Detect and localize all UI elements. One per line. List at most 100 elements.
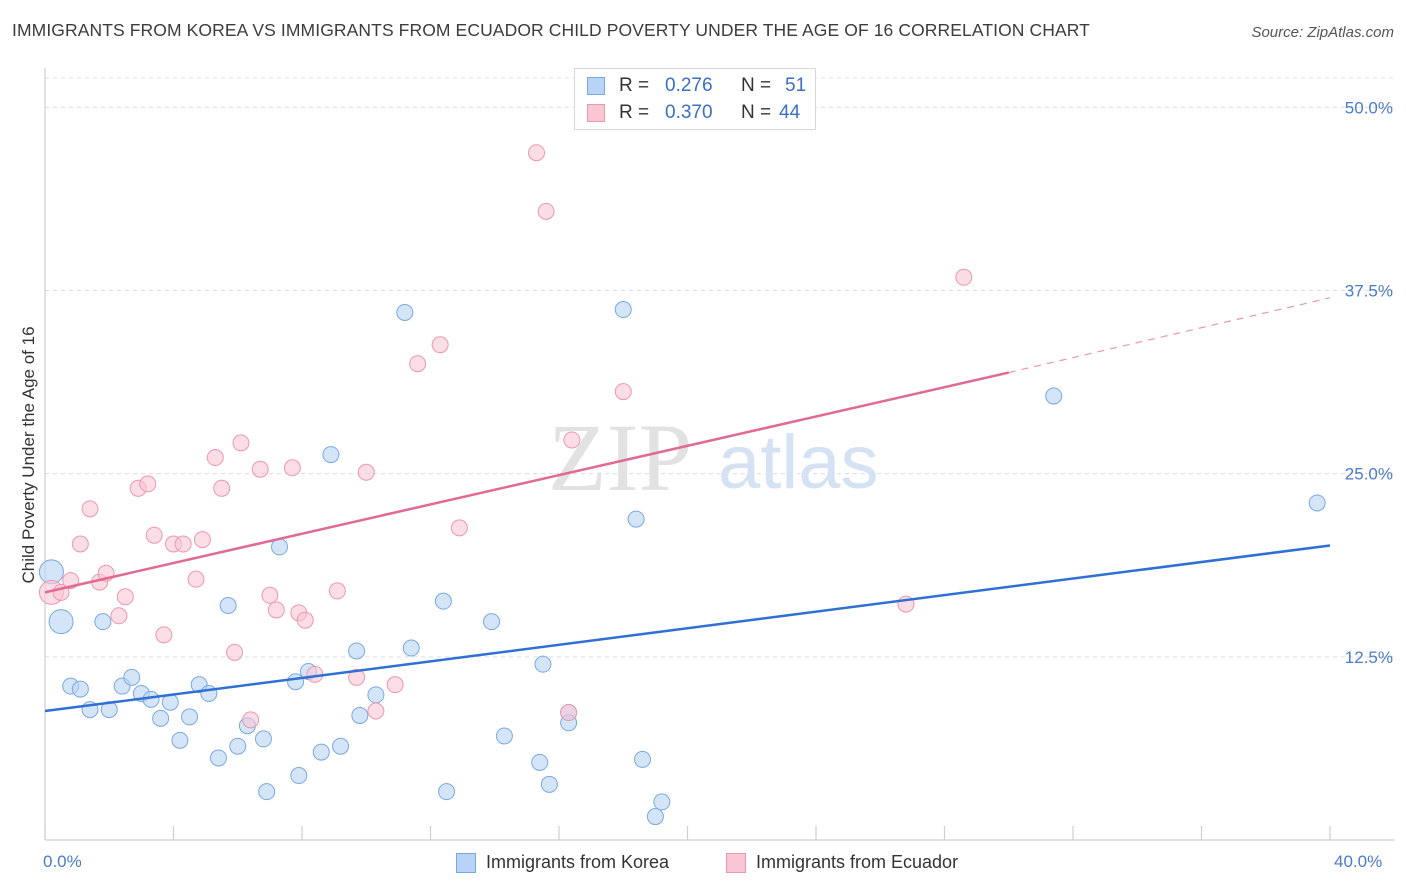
series-legend: Immigrants from Korea Immigrants from Ec… (0, 850, 1406, 878)
data-point (81, 500, 99, 518)
data-point (206, 449, 224, 467)
trend-lines (44, 297, 1331, 713)
y-tick-label: 50.0% (1345, 98, 1393, 117)
legend-n-label: N = (741, 75, 772, 96)
data-point (181, 708, 199, 726)
data-point (627, 510, 645, 528)
data-point (254, 730, 272, 748)
legend-r-value: 0.276 (665, 75, 713, 96)
data-point (116, 588, 134, 606)
data-point (261, 586, 279, 604)
data-point (431, 336, 449, 354)
data-point (540, 775, 558, 793)
data-point (367, 702, 385, 720)
legend-swatch-korea (587, 77, 605, 95)
data-point (1308, 494, 1326, 512)
legend-n-value: 44 (779, 102, 801, 123)
data-point (187, 570, 205, 588)
series-label-ecuador: Immigrants from Ecuador (756, 852, 959, 872)
data-point (145, 526, 163, 544)
legend-n-value: 51 (785, 75, 807, 96)
watermark-atlas: atlas (718, 420, 879, 505)
gridlines (45, 77, 1395, 658)
data-point (386, 676, 404, 694)
data-point (402, 639, 420, 657)
data-point (328, 582, 346, 600)
legend-r-label: R = (619, 75, 650, 96)
series-swatch-korea (456, 853, 476, 873)
chart-title: IMMIGRANTS FROM KOREA VS IMMIGRANTS FROM… (12, 20, 1090, 40)
data-point (94, 613, 112, 631)
data-point (296, 611, 314, 629)
y-tick-label: 25.0% (1345, 465, 1393, 484)
trend-line-ecuador (44, 371, 1010, 594)
trend-extension-ecuador (1008, 297, 1331, 374)
data-point (267, 601, 285, 619)
watermark: ZIP atlas (548, 404, 879, 511)
data-point (450, 519, 468, 537)
data-point (495, 727, 513, 745)
data-point (123, 668, 141, 686)
data-point (367, 686, 385, 704)
data-point (48, 609, 74, 635)
data-point (283, 459, 301, 477)
data-point (226, 643, 244, 661)
data-point (614, 383, 632, 401)
data-point (139, 475, 157, 493)
data-point (434, 592, 452, 610)
data-point (560, 704, 578, 722)
data-point (287, 673, 305, 691)
data-point (531, 753, 549, 771)
data-point (200, 684, 218, 702)
data-point (193, 531, 211, 549)
data-point (110, 607, 128, 625)
data-point (71, 535, 89, 553)
data-point (537, 202, 555, 220)
data-point (251, 460, 269, 478)
data-point (290, 767, 308, 785)
data-point (438, 783, 456, 801)
data-point (155, 626, 173, 644)
data-point (634, 750, 652, 768)
data-point (258, 783, 276, 801)
correlation-legend: R = 0.276 N = 51 R = 0.370 N = 44 (574, 68, 816, 130)
data-point (312, 743, 330, 761)
data-point (232, 434, 250, 452)
data-point (646, 808, 664, 826)
legend-r-value: 0.370 (665, 102, 713, 123)
data-point (209, 749, 227, 767)
data-point (357, 463, 375, 481)
data-point (653, 793, 671, 811)
data-point (242, 711, 260, 729)
data-point (396, 303, 414, 321)
data-point (1045, 387, 1063, 405)
y-axis-title: Child Poverty Under the Age of 16 (19, 326, 38, 583)
data-point (213, 479, 231, 497)
data-point (71, 680, 89, 698)
data-point (152, 709, 170, 727)
source-credit: Source: ZipAtlas.com (1251, 24, 1394, 41)
data-point (955, 268, 973, 286)
data-point (174, 535, 192, 553)
data-point (563, 431, 581, 449)
y-tick-label: 12.5% (1345, 648, 1393, 667)
trend-line-korea (44, 544, 1331, 713)
series-points-korea (38, 301, 1326, 826)
data-point (483, 613, 501, 631)
axes (44, 68, 1395, 841)
data-point (534, 655, 552, 673)
legend-n-label: N = (741, 102, 772, 123)
data-point (171, 731, 189, 749)
data-point (332, 737, 350, 755)
x-axis-min-label: 0.0% (43, 852, 82, 871)
y-tick-label: 37.5% (1345, 281, 1393, 300)
data-point (322, 446, 340, 464)
data-point (614, 301, 632, 319)
data-points (38, 144, 1326, 826)
legend-r-label: R = (619, 102, 650, 123)
data-point (351, 706, 369, 724)
data-point (409, 355, 427, 373)
legend-swatch-ecuador (587, 104, 605, 122)
series-points-ecuador (38, 144, 973, 729)
